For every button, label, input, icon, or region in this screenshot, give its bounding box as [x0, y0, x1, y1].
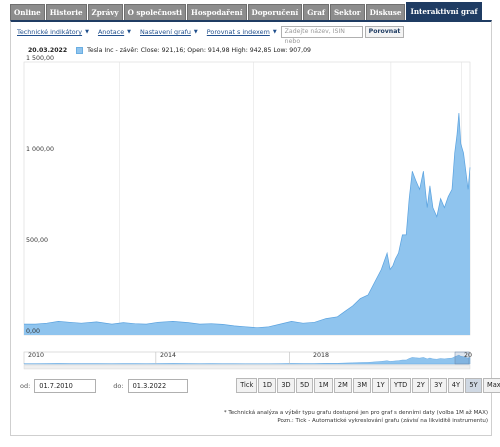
y-tick-label: 500,00	[26, 237, 48, 244]
range-max-button[interactable]: Max	[482, 378, 500, 393]
range-3d-button[interactable]: 3D	[277, 378, 295, 393]
range-5y-button[interactable]: 5Y	[465, 378, 482, 393]
tab-bar: Online Historie Zprávy O společnosti Hos…	[10, 2, 482, 20]
tab-online[interactable]: Online	[10, 4, 45, 20]
price-area	[24, 113, 470, 335]
range-2m-button[interactable]: 2M	[333, 378, 352, 393]
tab-sektor[interactable]: Sektor	[329, 4, 365, 20]
footnote-line-2: Pozn.: Tick - Automatické vykreslování g…	[277, 418, 488, 424]
range-selector: Tick 1D 3D 5D 1M 2M 3M 1Y YTD 2Y 3Y 4Y 5…	[236, 378, 500, 393]
to-date-input[interactable]: 01.3.2022	[127, 378, 188, 393]
range-3m-button[interactable]: 3M	[352, 378, 372, 393]
navigator-year-label: 20	[464, 352, 472, 359]
legend-series-values: Tesla Inc - závěr: Close: 921,16; Open: …	[87, 46, 311, 54]
tab-historie[interactable]: Historie	[45, 4, 87, 20]
tab-diskuse[interactable]: Diskuse	[365, 4, 406, 20]
tab-interaktivni-graf[interactable]: Interaktivní graf	[406, 2, 482, 20]
range-2y-button[interactable]: 2Y	[412, 378, 429, 393]
chevron-down-icon: ▼	[127, 29, 131, 35]
tab-doporuceni[interactable]: Doporučení	[247, 4, 303, 20]
from-label: od:	[20, 381, 31, 390]
range-1m-button[interactable]: 1M	[314, 378, 333, 393]
chevron-down-icon: ▼	[85, 29, 89, 35]
navigator-year-label: 2014	[160, 352, 176, 359]
chart-toolbar: Technické indikátory ▼ Anotace ▼ Nastave…	[17, 25, 405, 45]
compare-index-menu[interactable]: Porovnat s indexem	[206, 28, 270, 36]
y-tick-label: 1 500,00	[26, 55, 54, 62]
range-1d-button[interactable]: 1D	[258, 378, 277, 393]
chart-panel	[10, 20, 492, 436]
chevron-down-icon: ▼	[272, 29, 277, 35]
annotations-menu[interactable]: Anotace	[97, 28, 125, 36]
navigator-scrollbar	[23, 364, 471, 370]
footnote: * Technická analýza a výběr typu grafu d…	[188, 409, 488, 425]
tab-zpravy[interactable]: Zprávy	[87, 4, 123, 20]
navigator-selection	[454, 351, 470, 365]
range-4y-button[interactable]: 4Y	[447, 378, 465, 393]
range-5d-button[interactable]: 5D	[295, 378, 314, 393]
navigator-year-label: 2010	[28, 352, 44, 359]
chart-legend: 20.03.2022 Tesla Inc - závěr: Close: 921…	[28, 44, 311, 56]
range-1y-button[interactable]: 1Y	[372, 378, 389, 393]
compare-button[interactable]: Porovnat	[364, 26, 405, 38]
range-tick-button[interactable]: Tick	[236, 378, 258, 393]
tab-graf[interactable]: Graf	[303, 4, 329, 20]
to-label: do:	[113, 381, 124, 390]
y-tick-label: 1 000,00	[26, 146, 54, 153]
navigator-area	[23, 354, 471, 365]
chart-settings-menu[interactable]: Nastavení grafu	[140, 28, 191, 36]
y-tick-label: 0,00	[26, 328, 40, 335]
date-range: od: 01.7.2010 do: 01.3.2022	[20, 378, 205, 393]
chevron-down-icon: ▼	[193, 29, 198, 35]
legend-swatch	[76, 46, 84, 54]
range-3y-button[interactable]: 3Y	[429, 378, 447, 393]
navigator-year-label: 2018	[313, 352, 329, 359]
tab-o-spolecnosti[interactable]: O společnosti	[123, 4, 187, 20]
legend-date: 20.03.2022	[28, 46, 68, 54]
price-line	[24, 112, 471, 329]
footnote-line-1: * Technická analýza a výběr typu grafu d…	[223, 410, 488, 416]
tab-hospodareni[interactable]: Hospodaření	[187, 4, 247, 20]
range-ytd-button[interactable]: YTD	[389, 378, 412, 393]
from-date-input[interactable]: 01.7.2010	[34, 378, 97, 393]
technical-indicators-menu[interactable]: Technické indikátory	[17, 28, 83, 36]
compare-search-input[interactable]: Zadejte název, ISIN nebo	[280, 26, 363, 45]
